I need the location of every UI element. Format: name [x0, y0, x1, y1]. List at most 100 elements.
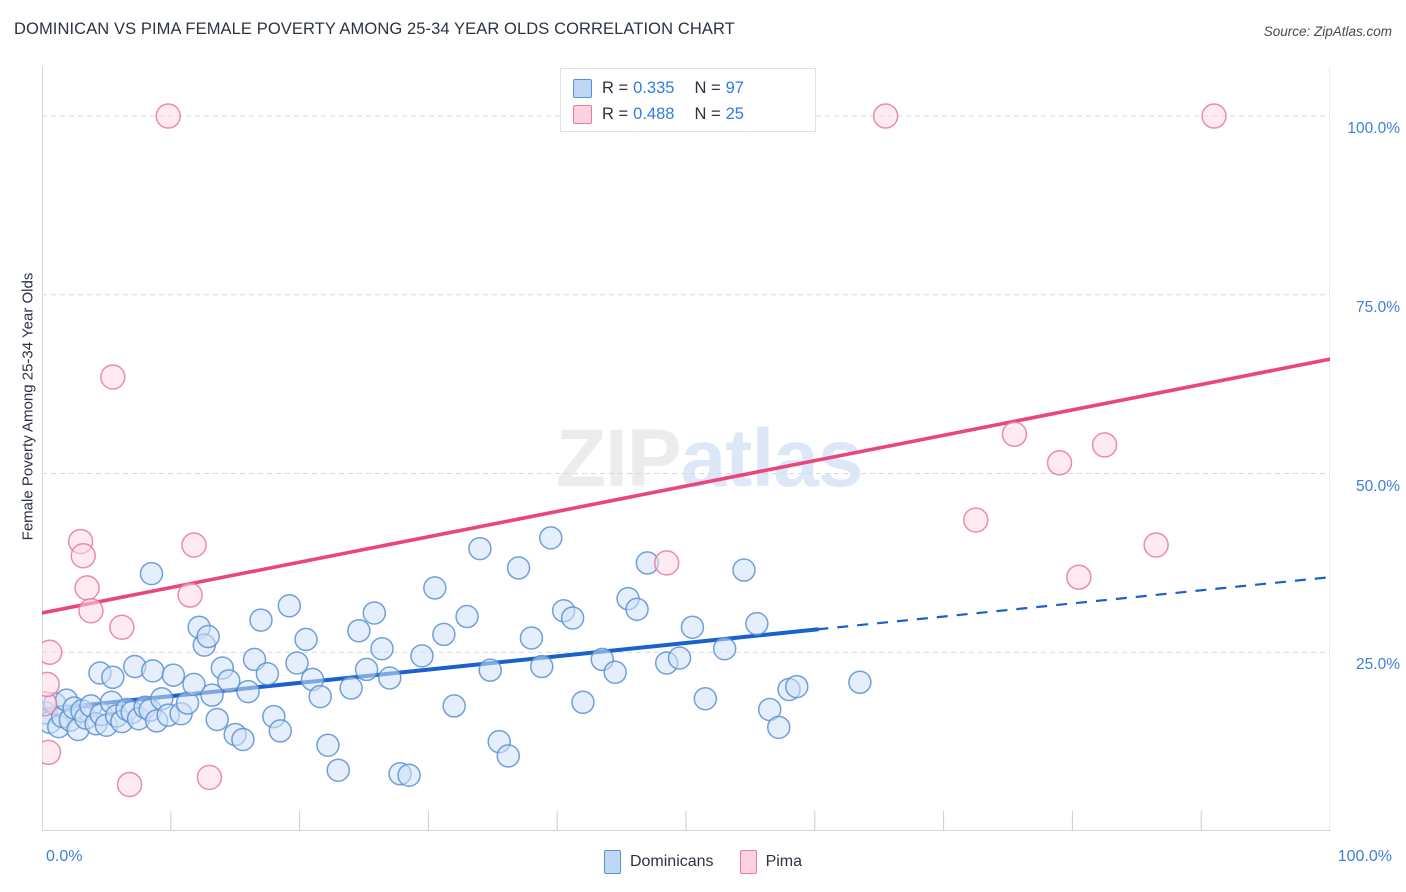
data-point — [196, 764, 223, 791]
data-point — [872, 103, 899, 129]
data-point — [42, 671, 60, 698]
data-point — [432, 622, 456, 647]
legend-row-dominicans: R = 0.335 N = 97 — [573, 75, 805, 101]
legend-n-label-dominicans: N = — [694, 78, 721, 97]
data-point — [249, 608, 273, 632]
legend-label-pima: Pima — [765, 853, 803, 870]
data-point — [848, 670, 872, 695]
legend-swatch-pima-icon — [573, 104, 592, 124]
data-point — [625, 597, 649, 622]
x-axis-min-label: 0.0% — [46, 848, 83, 865]
data-point — [571, 690, 595, 715]
pima-points — [42, 103, 1227, 798]
series-legend: Dominicans Pima — [0, 850, 1406, 874]
data-point — [1201, 103, 1227, 129]
data-point — [217, 669, 241, 693]
data-point — [155, 103, 181, 129]
data-point — [181, 532, 207, 558]
data-point — [294, 627, 318, 652]
data-point — [423, 576, 447, 600]
data-point — [101, 665, 125, 690]
y-axis-tick-label: 100.0% — [1347, 120, 1400, 138]
data-point — [109, 614, 135, 640]
correlation-stats-legend: R = 0.335 N = 97 R = 0.488 N = 25 — [560, 68, 816, 132]
data-point — [1143, 532, 1169, 558]
watermark-zip: ZIP — [556, 413, 682, 504]
data-point — [732, 558, 756, 582]
source-attribution: Source: ZipAtlas.com — [1263, 24, 1392, 39]
data-point — [354, 657, 379, 682]
data-point — [370, 636, 394, 661]
data-point — [745, 611, 769, 636]
data-point — [560, 606, 585, 630]
data-point — [963, 507, 989, 533]
legend-item-dominicans[interactable]: Dominicans — [603, 850, 714, 874]
y-axis-title: Female Poverty Among 25-34 Year Olds — [19, 272, 37, 541]
data-point — [468, 536, 492, 561]
data-point — [603, 660, 627, 685]
legend-item-pima[interactable]: Pima — [739, 850, 803, 874]
data-point — [1091, 432, 1118, 458]
data-point — [326, 758, 350, 782]
page-title: DOMINICAN VS PIMA FEMALE POVERTY AMONG 2… — [14, 20, 735, 38]
data-point — [1001, 421, 1028, 447]
data-point — [231, 727, 255, 752]
data-point — [74, 575, 100, 601]
y-axis-tick-label: 25.0% — [1356, 656, 1400, 674]
dominicans-points — [42, 526, 872, 787]
data-point — [378, 666, 402, 690]
data-point — [116, 771, 143, 798]
data-point — [410, 644, 434, 668]
data-point — [712, 636, 737, 661]
data-point — [177, 582, 203, 608]
data-point — [442, 694, 466, 718]
legend-row-pima: R = 0.488 N = 25 — [573, 101, 805, 127]
data-point — [78, 598, 104, 624]
y-axis-tick-label: 50.0% — [1356, 477, 1400, 495]
data-point — [766, 715, 791, 740]
data-point — [200, 683, 224, 707]
data-point — [455, 604, 479, 629]
data-point — [182, 672, 206, 697]
data-point — [70, 542, 96, 569]
data-point — [529, 654, 554, 679]
data-point — [255, 661, 280, 686]
data-point — [42, 739, 62, 766]
scatter-plot-area — [42, 66, 1330, 831]
legend-swatch-pima-bottom-icon — [739, 850, 757, 874]
data-point — [347, 619, 371, 643]
data-point — [693, 686, 718, 711]
data-point — [236, 679, 260, 704]
legend-n-value-dominicans: 97 — [725, 78, 744, 97]
legend-n-value-pima: 25 — [725, 104, 744, 123]
legend-r-label-dominicans: R = — [602, 78, 629, 97]
legend-n-label-pima: N = — [694, 104, 721, 123]
data-point — [506, 556, 531, 580]
data-point — [653, 550, 680, 576]
y-axis-tick-label: 75.0% — [1356, 298, 1400, 316]
data-point — [141, 659, 165, 683]
data-point — [519, 626, 544, 650]
data-point — [1066, 564, 1092, 590]
legend-swatch-dominicans-bottom-icon — [603, 850, 621, 874]
data-point — [196, 624, 220, 649]
data-point — [268, 719, 293, 743]
data-point — [316, 733, 340, 757]
legend-r-label-pima: R = — [602, 104, 629, 123]
data-point — [667, 646, 692, 670]
data-point — [478, 658, 502, 682]
data-point — [539, 526, 563, 550]
data-point — [161, 663, 186, 687]
data-point — [680, 615, 705, 639]
data-point — [100, 364, 126, 390]
data-point — [362, 601, 387, 625]
data-point — [139, 561, 164, 586]
legend-r-value-dominicans: 0.335 — [633, 78, 675, 97]
data-point — [397, 763, 421, 787]
data-point — [42, 639, 63, 666]
legend-r-value-pima: 0.488 — [633, 104, 675, 123]
data-point — [205, 707, 229, 732]
data-point — [339, 676, 363, 700]
legend-label-dominicans: Dominicans — [629, 853, 714, 870]
data-point — [496, 744, 521, 768]
